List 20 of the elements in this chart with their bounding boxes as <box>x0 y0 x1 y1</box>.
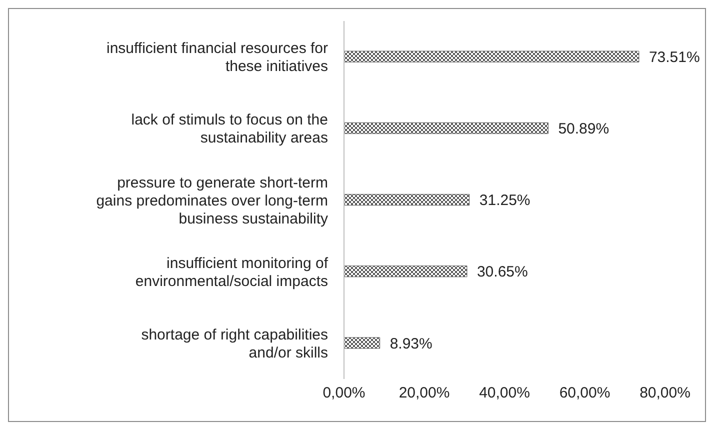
x-tick-label: 40,00% <box>479 384 530 402</box>
y-tick-label: shortage of right capabilities and/or skills <box>141 326 328 362</box>
y-tick-label: insufficient monitoring of environmental/social impacts <box>135 254 329 290</box>
data-label: 50.89% <box>558 120 610 138</box>
data-label: 8.93% <box>390 335 432 352</box>
bar <box>344 122 548 134</box>
bar <box>344 337 380 349</box>
bar <box>344 266 468 278</box>
x-tick-label: 0,00% <box>322 384 366 402</box>
y-tick-label: pressure to generate short-term gains predominates over long-term business sustainability <box>96 174 328 228</box>
x-tick-label: 20,00% <box>398 384 450 402</box>
x-tick-label: 80,00% <box>640 384 690 402</box>
bar <box>344 50 640 62</box>
y-tick-label: lack of stimuls to focus on the sustainability areas <box>131 112 328 147</box>
data-label: 73.51% <box>648 48 700 66</box>
data-label: 31.25% <box>479 192 530 210</box>
bar <box>344 194 470 206</box>
y-tick-label: insufficient financial resources for these initiatives <box>106 40 328 76</box>
data-label: 30.65% <box>476 264 528 281</box>
x-tick-label: 60,00% <box>559 384 610 402</box>
